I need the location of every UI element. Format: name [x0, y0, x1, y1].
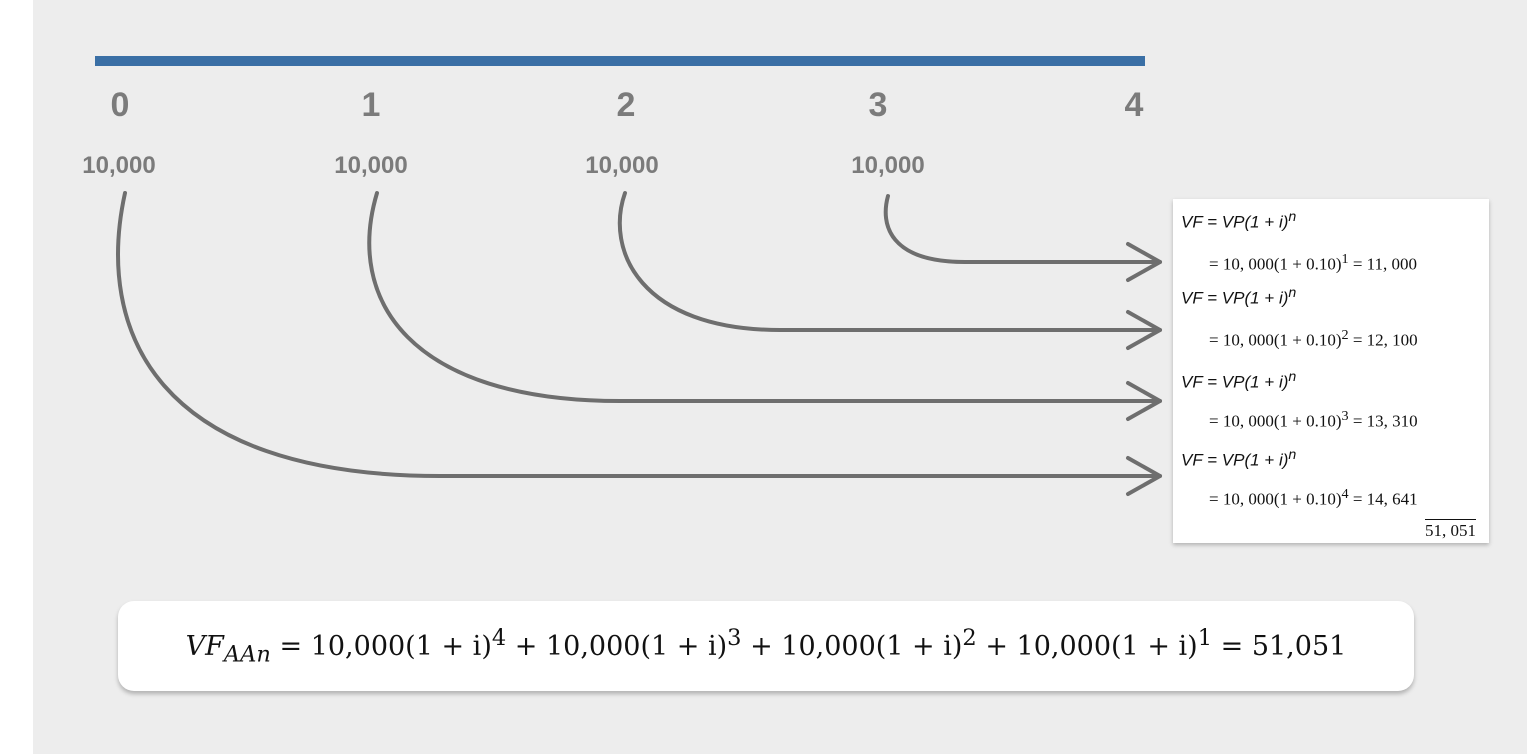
arrow-payment-0 — [116, 191, 1162, 478]
vf-calculation-1: = 10, 000(1 + 0.10)1 = 11, 000 — [1209, 251, 1418, 274]
vf-calculation-4: = 10, 000(1 + 0.10)4 = 14, 641 — [1209, 486, 1418, 509]
arrow-payment-1 — [367, 191, 1162, 403]
vf-total: 51, 051 — [1425, 519, 1476, 540]
annuity-future-value-equation: VFAAn = 10,000(1 + i)4 + 10,000(1 + i)3 … — [118, 601, 1414, 691]
payment-amount-2: 10,000 — [585, 152, 659, 179]
period-label-2: 2 — [616, 86, 636, 124]
vf-formula-3: VF = VP(1 + i)n — [1181, 369, 1297, 392]
arrow-payment-2 — [617, 191, 1162, 332]
period-label-1: 1 — [361, 86, 381, 124]
vf-calculation-3: = 10, 000(1 + 0.10)3 = 13, 310 — [1209, 408, 1418, 431]
arrowhead-3 — [1126, 242, 1162, 282]
vf-formula-1: VF = VP(1 + i)n — [1181, 209, 1297, 232]
arrowhead-2 — [1126, 310, 1162, 350]
period-label-3: 3 — [868, 86, 888, 124]
timeline-bar — [95, 56, 1145, 66]
arrowhead-0 — [1126, 456, 1162, 496]
vf-formula-4: VF = VP(1 + i)n — [1181, 447, 1297, 470]
period-label-4: 4 — [1124, 86, 1144, 124]
arrowhead-1 — [1126, 381, 1162, 421]
vf-calculation-2: = 10, 000(1 + 0.10)2 = 12, 100 — [1209, 327, 1418, 350]
arrow-payment-3 — [883, 194, 1162, 264]
payment-amount-3: 10,000 — [851, 152, 925, 179]
payment-amount-1: 10,000 — [334, 152, 408, 179]
vf-formula-2: VF = VP(1 + i)n — [1181, 285, 1297, 308]
period-label-0: 0 — [110, 86, 130, 124]
future-value-calculation-box: VF = VP(1 + i)n = 10, 000(1 + 0.10)1 = 1… — [1173, 199, 1489, 543]
payment-amount-0: 10,000 — [82, 152, 156, 179]
